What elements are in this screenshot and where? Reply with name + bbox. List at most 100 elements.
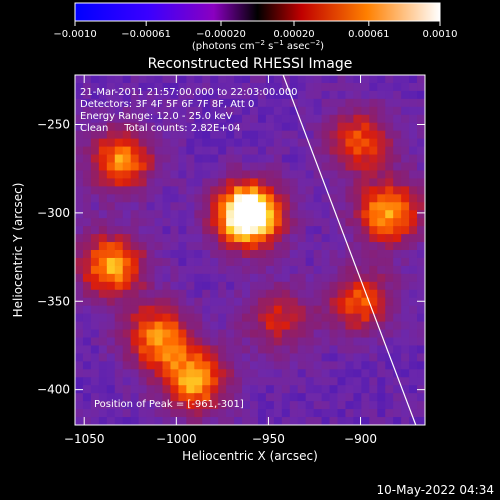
heatmap-cell xyxy=(417,154,425,164)
heatmap-cell xyxy=(401,138,410,148)
heatmap-cell xyxy=(90,377,100,386)
heatmap-cell xyxy=(281,90,291,100)
heatmap-cell xyxy=(114,321,124,331)
heatmap-cell xyxy=(146,202,156,211)
heatmap-cell xyxy=(210,202,219,211)
heatmap-cell xyxy=(210,186,219,195)
heatmap-cell xyxy=(281,265,291,275)
heatmap-cell xyxy=(313,242,323,251)
heatmap-cell xyxy=(257,130,267,140)
heatmap-cell xyxy=(210,297,219,307)
heatmap-cell xyxy=(106,361,116,370)
heatmap-cell xyxy=(361,250,370,259)
heatmap-cell xyxy=(345,273,354,283)
heatmap-cell xyxy=(210,234,219,243)
heatmap-cell xyxy=(138,289,148,299)
heatmap-cell xyxy=(353,114,362,124)
heatmap-cell xyxy=(281,122,291,132)
heatmap-cell xyxy=(234,273,243,283)
heatmap-cell xyxy=(321,337,331,347)
heatmap-cell xyxy=(122,226,132,235)
heatmap-cell xyxy=(194,122,203,132)
heatmap-cell xyxy=(417,337,425,347)
heatmap-cell xyxy=(138,138,148,148)
heatmap-cell xyxy=(114,401,124,410)
heatmap-cell xyxy=(329,170,339,179)
heatmap-cell xyxy=(305,369,315,378)
heatmap-cell xyxy=(114,385,124,394)
heatmap-cell xyxy=(154,218,164,227)
heatmap-cell xyxy=(289,194,299,203)
heatmap-cell xyxy=(130,226,140,235)
heatmap-cell xyxy=(353,210,362,219)
heatmap-cell xyxy=(82,385,92,394)
heatmap-cell xyxy=(273,321,283,331)
heatmap-cell xyxy=(186,130,195,140)
heatmap-cell xyxy=(297,409,307,418)
heatmap-cell xyxy=(75,138,84,148)
heatmap-cell xyxy=(297,289,307,299)
heatmap-cell xyxy=(417,234,425,243)
heatmap-cell xyxy=(138,273,148,283)
heatmap-cell xyxy=(226,178,235,187)
heatmap-cell xyxy=(337,82,347,92)
heatmap-cell xyxy=(202,122,211,132)
heatmap-cell xyxy=(265,170,275,179)
heatmap-cell xyxy=(98,170,108,179)
heatmap-cell xyxy=(170,289,179,299)
heatmap-cell xyxy=(138,242,148,251)
heatmap-cell xyxy=(345,170,354,179)
heatmap-cell xyxy=(377,250,386,259)
heatmap-cell xyxy=(337,146,347,156)
heatmap-cell xyxy=(257,289,267,299)
heatmap-cell xyxy=(186,401,195,410)
heatmap-cell xyxy=(154,321,164,331)
heatmap-cell xyxy=(281,194,291,203)
heatmap-cell xyxy=(218,130,227,140)
heatmap-cell xyxy=(186,393,195,402)
heatmap-cell xyxy=(162,281,172,291)
heatmap-cell xyxy=(377,297,386,307)
heatmap-cell xyxy=(281,170,291,179)
heatmap-cell xyxy=(234,154,243,164)
heatmap-cell xyxy=(122,385,132,394)
heatmap-cell xyxy=(369,242,378,251)
heatmap-cell xyxy=(321,218,331,227)
heatmap-cell xyxy=(265,273,275,283)
heatmap-cell xyxy=(337,130,347,140)
heatmap-cell xyxy=(417,242,425,251)
heatmap-cell xyxy=(178,154,187,164)
heatmap-cell xyxy=(393,210,402,219)
heatmap-cell xyxy=(122,361,132,370)
heatmap-cell xyxy=(337,273,347,283)
heatmap-cell xyxy=(234,265,243,275)
heatmap-cell xyxy=(377,218,386,227)
heatmap-cell xyxy=(202,75,211,84)
heatmap-cell xyxy=(162,361,172,370)
heatmap-cell xyxy=(257,329,267,339)
heatmap-cell xyxy=(273,409,283,418)
heatmap-cell xyxy=(289,289,299,299)
heatmap-cell xyxy=(218,369,227,378)
heatmap-cell xyxy=(114,178,124,187)
heatmap-cell xyxy=(313,218,323,227)
heatmap-cell xyxy=(98,146,108,156)
heatmap-cell xyxy=(90,385,100,394)
heatmap-cell xyxy=(297,369,307,378)
heatmap-cell xyxy=(417,130,425,140)
heatmap-cell xyxy=(385,385,394,394)
heatmap-cell xyxy=(146,305,156,315)
heatmap-cell xyxy=(82,273,92,283)
heatmap-cell xyxy=(329,273,339,283)
heatmap-cell xyxy=(313,385,323,394)
heatmap-cell xyxy=(250,369,259,378)
heatmap-cell xyxy=(369,234,378,243)
heatmap-cell xyxy=(162,257,172,267)
heatmap-cell xyxy=(273,417,283,425)
heatmap-cell xyxy=(281,75,291,84)
heatmap-cell xyxy=(130,210,140,219)
heatmap-cell xyxy=(417,353,425,362)
heatmap-cell xyxy=(281,226,291,235)
heatmap-cell xyxy=(417,162,425,172)
heatmap-cell xyxy=(321,226,331,235)
